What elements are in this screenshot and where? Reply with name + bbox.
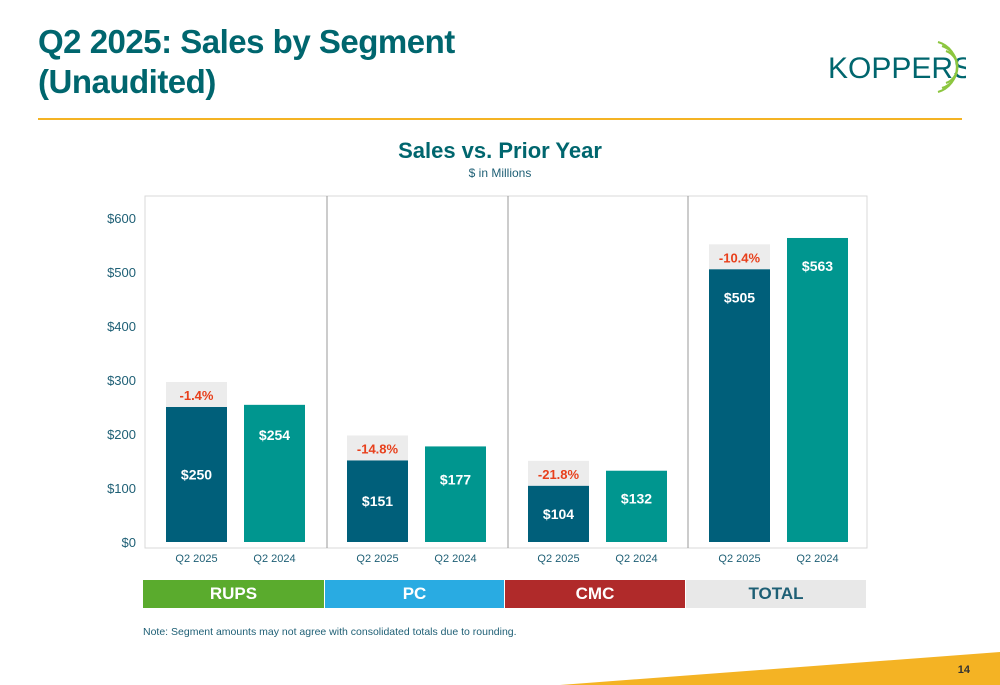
change-label: -14.8%: [357, 441, 399, 456]
koppers-logo: KOPPERS: [828, 41, 966, 93]
footer-swoosh: [560, 652, 1000, 685]
logo-arc-icon: [937, 41, 959, 93]
bar-value-label: $254: [259, 427, 290, 443]
bar-value-label: $151: [362, 493, 393, 509]
x-tick-label: Q2 2025: [537, 553, 579, 565]
bar: [347, 460, 408, 542]
x-tick-label: Q2 2025: [175, 553, 217, 565]
bar: [244, 404, 305, 542]
x-tick-label: Q2 2024: [615, 553, 657, 565]
title-divider: [38, 118, 962, 120]
y-tick-label: $200: [107, 427, 136, 442]
y-tick-label: $100: [107, 481, 136, 496]
change-box: [166, 382, 227, 407]
footnote: Note: Segment amounts may not agree with…: [143, 626, 517, 638]
slide-title-line-1: Q2 2025: Sales by Segment: [38, 23, 455, 60]
chart-subtitle: $ in Millions: [468, 166, 532, 180]
chart-title: Sales vs. Prior Year: [398, 138, 602, 163]
change-box: [709, 244, 770, 270]
sales-bar-chart: $0 $100 $200 $300 $400 $500 $600 -1.4% $250 Q2 20…: [107, 195, 868, 565]
segment-label-total: TOTAL: [686, 580, 866, 608]
segment-label-cmc: CMC: [505, 580, 685, 608]
bar: [528, 485, 589, 542]
page-number: 14: [957, 664, 970, 676]
x-tick-label: Q2 2024: [796, 553, 838, 565]
x-tick-label: Q2 2025: [718, 553, 760, 565]
bar: [787, 237, 848, 543]
bar: [606, 470, 667, 542]
y-tick-label: $600: [107, 211, 136, 226]
y-tick-label: $300: [107, 373, 136, 388]
bar-value-label: $132: [621, 491, 652, 507]
plot-frame: [144, 195, 868, 549]
change-label: -21.8%: [538, 467, 580, 482]
change-box: [347, 435, 408, 461]
x-tick-label: Q2 2024: [434, 553, 476, 565]
bar-value-label: $563: [802, 258, 833, 274]
bar-value-label: $104: [543, 506, 574, 522]
bar: [166, 407, 227, 542]
bar-value-label: $505: [724, 289, 755, 305]
change-label: -1.4%: [180, 388, 214, 403]
bar: [709, 269, 770, 542]
y-tick-label: $500: [107, 265, 136, 280]
bar: [425, 446, 486, 542]
bar-value-label: $250: [181, 467, 212, 483]
logo-text: KOPPERS: [828, 52, 966, 85]
change-box: [528, 460, 589, 486]
x-tick-label: Q2 2024: [253, 553, 295, 565]
segment-label-rups: RUPS: [143, 580, 324, 608]
y-tick-label: $400: [107, 319, 136, 334]
y-tick-label: $0: [122, 535, 136, 550]
slide-title-line-2: (Unaudited): [38, 63, 216, 100]
bar-value-label: $177: [440, 471, 471, 487]
x-tick-label: Q2 2025: [356, 553, 398, 565]
segment-label-pc: PC: [325, 580, 504, 608]
slide-title: Q2 2025: Sales by Segment (Unaudited): [38, 22, 455, 102]
change-label: -10.4%: [719, 250, 761, 265]
